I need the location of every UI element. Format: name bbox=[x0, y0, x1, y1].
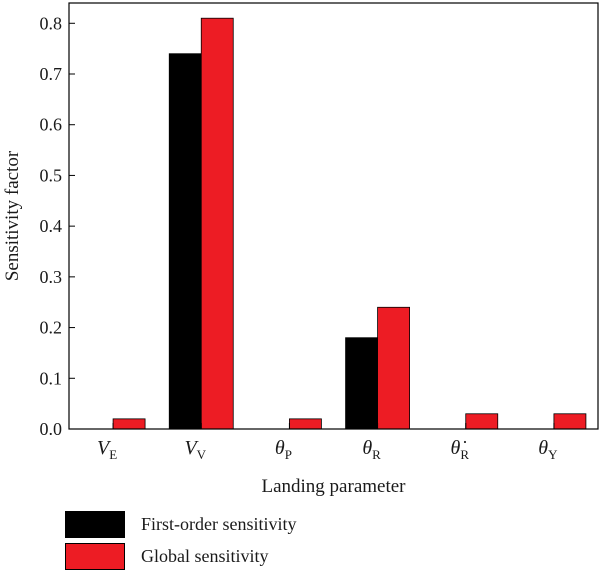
x-tick-label-5: θY bbox=[538, 437, 558, 462]
y-tick-label-0: 0.0 bbox=[40, 419, 63, 439]
y-tick-label-6: 0.6 bbox=[40, 115, 63, 135]
bar-first-order-1 bbox=[168, 53, 202, 430]
bar-first-order-3 bbox=[345, 337, 378, 430]
y-tick-label-1: 0.1 bbox=[40, 368, 63, 388]
y-axis-title: Sensitivity factor bbox=[2, 150, 23, 281]
legend-label-first-order: First-order sensitivity bbox=[141, 513, 297, 534]
x-axis-title: Landing parameter bbox=[261, 476, 406, 497]
y-tick-label-5: 0.5 bbox=[40, 165, 63, 185]
y-tick-label-2: 0.2 bbox=[40, 318, 63, 338]
bar-global-0 bbox=[112, 418, 146, 430]
y-tick-label-4: 0.4 bbox=[40, 216, 63, 236]
bars bbox=[112, 17, 587, 430]
y-tick-label-7: 0.7 bbox=[40, 64, 63, 84]
bar-global-1 bbox=[200, 17, 234, 430]
y-tick-label-3: 0.3 bbox=[40, 267, 63, 287]
legend-swatch-first-order bbox=[65, 510, 125, 538]
x-tick-label-4: θ̇R bbox=[451, 437, 470, 462]
y-axis: 0.0 0.1 0.2 0.3 0.4 0.5 0.6 0.7 0.8 bbox=[40, 13, 75, 439]
legend-item-global: Global sensitivity bbox=[65, 541, 297, 571]
x-tick-label-1: VV bbox=[184, 437, 206, 462]
legend-item-first-order: First-order sensitivity bbox=[65, 509, 297, 539]
legend: First-order sensitivity Global sensitivi… bbox=[65, 509, 297, 573]
x-tick-label-3: θR bbox=[362, 437, 381, 462]
x-axis: VE VV θP θR θ̇R θY bbox=[97, 423, 558, 462]
bar-global-5 bbox=[553, 413, 587, 430]
x-tick-label-2: θP bbox=[275, 437, 292, 462]
legend-swatch-global bbox=[65, 542, 125, 570]
x-tick-label-0: VE bbox=[97, 437, 117, 462]
bar-global-3 bbox=[377, 306, 410, 430]
legend-label-global: Global sensitivity bbox=[141, 545, 269, 566]
bar-global-2 bbox=[289, 418, 322, 430]
bar-global-4 bbox=[465, 413, 499, 430]
plot-frame bbox=[68, 2, 599, 430]
y-tick-label-8: 0.8 bbox=[40, 13, 63, 33]
